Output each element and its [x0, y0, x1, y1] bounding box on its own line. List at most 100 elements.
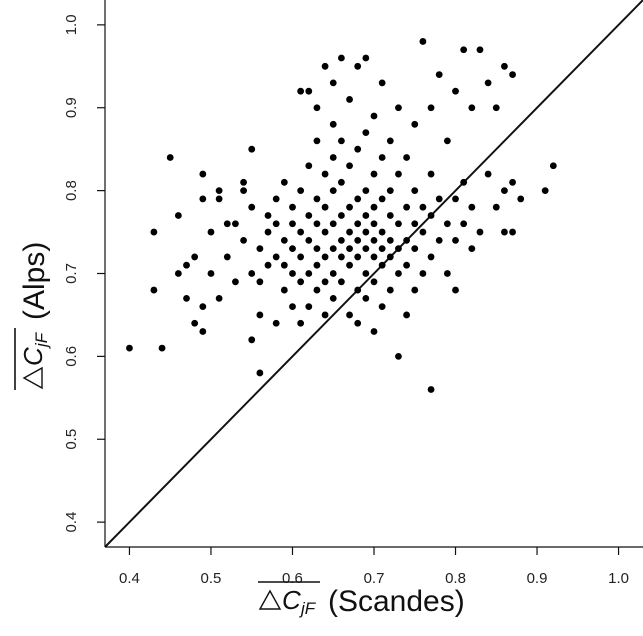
data-point: [468, 104, 476, 112]
data-point: [337, 253, 345, 261]
data-point: [362, 270, 370, 277]
data-point: [215, 294, 223, 302]
data-point: [362, 54, 370, 62]
data-point: [289, 270, 296, 277]
x-axis-title: C jF (Scandes): [258, 581, 465, 618]
data-point: [183, 294, 190, 302]
data-point: [329, 120, 337, 128]
data-point: [337, 278, 345, 286]
data-point: [297, 187, 305, 195]
data-point: [313, 195, 321, 203]
data-point: [443, 137, 451, 145]
data-point: [370, 253, 378, 261]
data-point: [370, 220, 378, 228]
data-point: [411, 245, 419, 253]
data-point: [289, 303, 296, 311]
data-point: [460, 178, 468, 186]
data-point: [362, 228, 370, 236]
data-point: [419, 203, 427, 211]
data-point: [337, 54, 345, 62]
data-point: [248, 336, 256, 344]
y-axis-delta-symbol: [22, 366, 43, 390]
data-point: [329, 79, 337, 87]
data-point: [395, 220, 402, 228]
data-point: [378, 228, 386, 236]
data-point: [386, 187, 394, 195]
data-point: [191, 319, 199, 327]
data-point: [509, 71, 516, 78]
data-point: [435, 71, 443, 78]
data-point: [411, 220, 419, 228]
data-point: [427, 386, 435, 393]
data-point: [329, 187, 337, 195]
data-point: [395, 245, 402, 253]
x-axis-title-suffix: (Scandes): [328, 585, 465, 618]
data-point: [378, 79, 386, 87]
data-point: [411, 187, 419, 195]
data-point: [370, 236, 378, 244]
data-point: [370, 203, 378, 211]
data-point: [362, 129, 370, 137]
data-point: [403, 311, 411, 319]
y-tick-label: 0.9: [63, 97, 80, 118]
data-point: [248, 145, 256, 153]
data-point: [248, 203, 256, 211]
data-point: [256, 311, 264, 319]
data-point: [354, 195, 362, 203]
data-point: [346, 162, 353, 170]
data-point: [395, 170, 402, 178]
data-point: [395, 104, 402, 112]
data-point: [313, 137, 321, 145]
data-point: [337, 137, 345, 145]
data-point: [174, 212, 182, 219]
data-point: [370, 170, 378, 178]
data-point: [240, 178, 247, 186]
data-point: [492, 203, 500, 211]
data-point: [427, 212, 435, 219]
data-point: [460, 46, 468, 54]
y-tick-label: 0.4: [63, 512, 80, 533]
data-point: [395, 352, 402, 360]
data-point: [272, 319, 280, 327]
data-point: [419, 38, 427, 45]
data-point: [289, 203, 296, 211]
data-point: [150, 286, 158, 294]
data-point: [346, 96, 353, 103]
data-point: [419, 270, 427, 277]
data-point: [427, 104, 435, 112]
data-point: [280, 286, 288, 294]
data-point: [395, 270, 402, 277]
data-point: [362, 212, 370, 219]
data-point: [297, 87, 305, 95]
data-point: [354, 220, 362, 228]
x-tick-label: 0.8: [445, 570, 466, 587]
data-point: [272, 220, 280, 228]
data-point: [354, 62, 362, 70]
data-point: [183, 261, 190, 269]
identity-line: [104, 0, 643, 548]
data-point: [468, 245, 476, 253]
data-point: [329, 154, 337, 161]
y-tick-label: 0.5: [63, 429, 80, 450]
data-point: [321, 228, 329, 236]
data-point: [427, 253, 435, 261]
data-point: [240, 187, 247, 195]
data-point: [443, 270, 451, 277]
data-point: [362, 294, 370, 302]
data-point: [346, 311, 353, 319]
data-point: [549, 162, 557, 170]
x-tick-label: 0.4: [119, 570, 140, 587]
data-point: [289, 245, 296, 253]
y-tick-label: 1.0: [63, 14, 80, 35]
data-point: [403, 203, 411, 211]
data-point: [484, 79, 492, 87]
data-point: [215, 195, 223, 203]
data-point: [313, 261, 321, 269]
data-point: [501, 187, 508, 195]
data-point: [411, 120, 419, 128]
data-point: [378, 245, 386, 253]
data-point: [452, 195, 459, 203]
y-tick-label: 0.7: [63, 263, 80, 284]
data-point: [199, 328, 207, 335]
data-point: [501, 62, 508, 70]
